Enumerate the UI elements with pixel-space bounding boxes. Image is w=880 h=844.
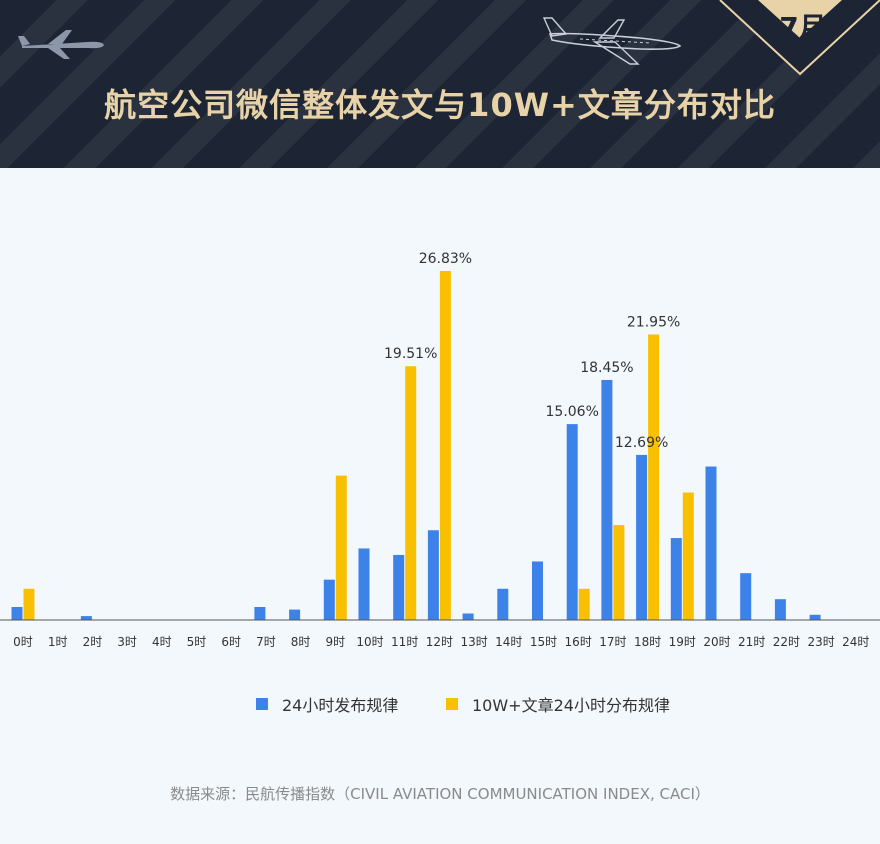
x-tick-labels: 0时 1时 2时 3时 4时 5时 6时 7时 8时 9时 10时 11时 12时 13时 14时 15时 16… <box>13 635 869 649</box>
data-label: 15.06% <box>546 404 599 420</box>
bar-series-a <box>427 530 439 620</box>
bar-series-a <box>11 606 23 620</box>
bar-series-a <box>740 573 752 620</box>
bar-series-b <box>23 588 35 620</box>
x-tick-label: 14时 <box>495 635 522 649</box>
x-tick-label: 8时 <box>291 635 311 649</box>
x-tick-label: 5时 <box>187 635 207 649</box>
x-tick-label: 9时 <box>325 635 345 649</box>
x-tick-label: 15时 <box>530 635 557 649</box>
bar-series-a <box>566 424 578 620</box>
x-tick-label: 20时 <box>703 635 730 649</box>
data-labels: 19.51% 26.83% 15.06% 18.45% 12.69% 21.95% <box>384 251 680 451</box>
x-tick-label: 23时 <box>807 635 834 649</box>
x-tick-label: 22时 <box>773 635 800 649</box>
bar-series-b <box>578 588 590 620</box>
x-tick-label: 24时 <box>842 635 869 649</box>
x-tick-label: 19时 <box>669 635 696 649</box>
x-tick-label: 0时 <box>13 635 33 649</box>
header-stripes <box>0 0 880 168</box>
bar-series-b <box>439 271 451 620</box>
x-tick-label: 21时 <box>738 635 765 649</box>
bar-series-b <box>613 525 625 620</box>
bar-series-a <box>705 466 717 620</box>
legend-label-series-a: 24小时发布规律 <box>282 696 399 715</box>
bars-group <box>11 271 821 620</box>
bar-series-a <box>323 579 335 620</box>
x-tick-label: 6时 <box>221 635 241 649</box>
x-tick-label: 12时 <box>426 635 453 649</box>
bar-series-a <box>670 538 682 620</box>
page-title: 航空公司微信整体发文与10W+文章分布对比 <box>104 86 776 124</box>
month-badge-frame <box>719 0 880 76</box>
x-tick-label: 7时 <box>256 635 276 649</box>
x-tick-label: 2时 <box>83 635 103 649</box>
x-tick-label: 13时 <box>460 635 487 649</box>
bar-series-a <box>497 588 509 620</box>
data-label: 19.51% <box>384 346 437 362</box>
month-badge: 7月 <box>779 11 827 44</box>
bar-series-a <box>601 380 613 620</box>
legend-swatch-blue <box>256 698 268 710</box>
bar-series-a <box>80 616 92 620</box>
airplane-icon-right <box>542 17 682 65</box>
x-tick-label: 4时 <box>152 635 172 649</box>
x-tick-label: 17时 <box>599 635 626 649</box>
x-tick-label: 11时 <box>391 635 418 649</box>
x-tick-label: 10时 <box>356 635 383 649</box>
x-tick-label: 18时 <box>634 635 661 649</box>
legend-item-series-a: 24小时发布规律 <box>256 692 398 716</box>
data-label: 21.95% <box>627 314 680 330</box>
bar-series-a <box>809 614 821 620</box>
bar-series-b <box>335 475 347 620</box>
bar-series-a <box>532 561 543 620</box>
bar-series-a <box>636 454 648 620</box>
legend-swatch-yellow <box>446 698 458 710</box>
data-label: 18.45% <box>580 360 633 376</box>
bar-chart: 0时 1时 2时 3时 4时 5时 6时 7时 8时 9时 10时 11时 12时 13时 14时 15时 16… <box>0 251 880 649</box>
airplane-icon-left <box>18 30 104 59</box>
header-banner: 7月 航空公司微信整体发文与10W+文章分布对比 <box>0 0 880 168</box>
bar-series-a <box>358 548 370 620</box>
data-label: 26.83% <box>419 251 472 267</box>
bar-series-a <box>774 599 786 620</box>
bar-series-b <box>648 334 660 620</box>
bar-series-b <box>682 492 694 620</box>
legend-label-series-b: 10W+文章24小时分布规律 <box>472 696 670 715</box>
x-tick-label: 16时 <box>565 635 592 649</box>
legend-item-series-b: 10W+文章24小时分布规律 <box>446 692 670 716</box>
source-note: 数据来源：民航传播指数（CIVIL AVIATION COMMUNICATION… <box>170 785 710 803</box>
bar-series-a <box>289 609 301 620</box>
bar-series-a <box>254 606 266 620</box>
bar-series-b <box>405 366 417 620</box>
bar-series-a <box>393 554 405 620</box>
data-label: 12.69% <box>615 435 668 451</box>
bar-series-a <box>462 613 474 620</box>
x-tick-label: 3时 <box>117 635 137 649</box>
x-tick-label: 1时 <box>48 635 68 649</box>
